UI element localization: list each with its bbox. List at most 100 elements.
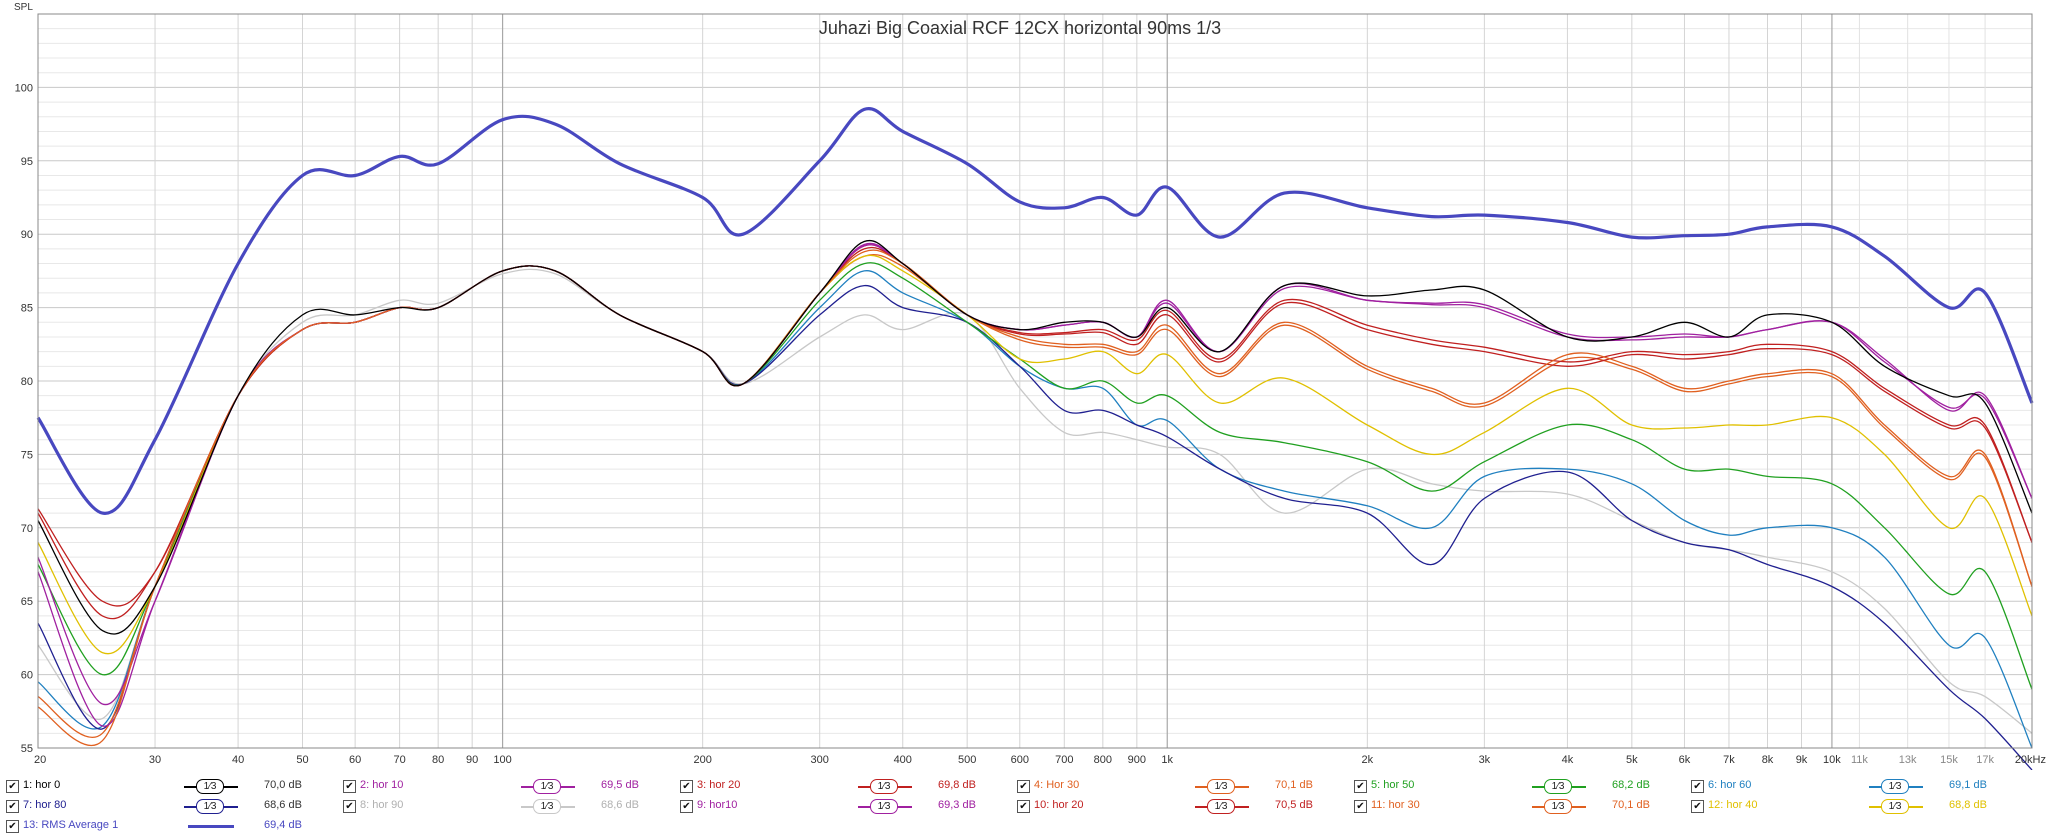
y-tick-label: 70 [21, 523, 33, 535]
legend-rms-value: 70,1 dB [1275, 779, 1313, 791]
x-tick-label: 500 [958, 754, 976, 766]
smoothing-label: 1⁄3 [1207, 779, 1235, 794]
smoothing-selector[interactable]: 1⁄3 [1869, 797, 1923, 815]
series-line-4-hor-30 [37, 249, 2033, 747]
visibility-checkbox[interactable]: ✔ [680, 800, 693, 813]
legend-entry: ✔ 1: hor 0 1⁄3 70,0 dB [0, 776, 337, 796]
y-tick-label: 55 [21, 743, 33, 755]
x-tick-label: 3k [1479, 754, 1491, 766]
legend-series-name: 9: hor10 [697, 799, 738, 811]
legend-series-name: 12: hor 40 [1708, 799, 1758, 811]
x-tick-label: 2k [1362, 754, 1374, 766]
x-tick-label: 200 [693, 754, 711, 766]
legend-row: ✔ 7: hor 80 1⁄3 68,6 dB ✔ 8: hor 90 1⁄3 68,6 dB… [0, 796, 2048, 816]
legend-series-name: 6: hor 60 [1708, 779, 1752, 791]
legend-line-swatch [188, 825, 234, 828]
legend-entry: ✔ 2: hor 10 1⁄3 69,5 dB [337, 776, 674, 796]
smoothing-label: 1⁄3 [196, 779, 224, 794]
legend-entry: ✔ 9: hor10 1⁄3 69,3 dB [674, 796, 1011, 816]
legend-entry: ✔ 10: hor 20 1⁄3 70,5 dB [1011, 796, 1348, 816]
legend-entry: ✔ 12: hor 40 1⁄3 68,8 dB [1685, 796, 2022, 816]
smoothing-label: 1⁄3 [533, 779, 561, 794]
smoothing-selector[interactable]: 1⁄3 [858, 797, 912, 815]
smoothing-label: 1⁄3 [870, 799, 898, 814]
legend-entry: ✔ 4: Hor 30 1⁄3 70,1 dB [1011, 776, 1348, 796]
visibility-checkbox[interactable]: ✔ [1691, 800, 1704, 813]
x-tick-label: 900 [1128, 754, 1146, 766]
smoothing-selector[interactable]: 1⁄3 [858, 777, 912, 795]
legend-row: ✔ 1: hor 0 1⁄3 70,0 dB ✔ 2: hor 10 1⁄3 69,5 dB ✔… [0, 776, 2048, 796]
x-tick-label: 70 [393, 754, 405, 766]
smoothing-selector[interactable]: 1⁄3 [1195, 777, 1249, 795]
visibility-checkbox[interactable]: ✔ [6, 780, 19, 793]
y-tick-label: 65 [21, 596, 33, 608]
visibility-checkbox[interactable]: ✔ [1017, 780, 1030, 793]
x-tick-label: 100 [493, 754, 511, 766]
x-tick-label: 7k [1723, 754, 1735, 766]
y-axis-label: SPL [14, 2, 33, 13]
visibility-checkbox[interactable]: ✔ [1017, 800, 1030, 813]
visibility-checkbox[interactable]: ✔ [6, 820, 19, 833]
smoothing-selector[interactable]: 1⁄3 [1195, 797, 1249, 815]
x-tick-label: 5k [1626, 754, 1638, 766]
x-tick-label: 700 [1055, 754, 1073, 766]
y-tick-label: 95 [21, 156, 33, 168]
smoothing-selector[interactable]: 1⁄3 [1532, 777, 1586, 795]
chart-title: Juhazi Big Coaxial RCF 12CX horizontal 9… [819, 18, 1221, 38]
smoothing-label: 1⁄3 [1544, 799, 1572, 814]
legend-rms-value: 69,8 dB [938, 779, 976, 791]
legend-series-name: 5: hor 50 [1371, 779, 1415, 791]
legend: ✔ 1: hor 0 1⁄3 70,0 dB ✔ 2: hor 10 1⁄3 69,5 dB ✔… [0, 776, 2048, 838]
y-tick-label: 80 [21, 376, 33, 388]
smoothing-label: 1⁄3 [196, 799, 224, 814]
legend-rms-value: 69,5 dB [601, 779, 639, 791]
series-line-13-rms-average-1 [36, 106, 2034, 515]
legend-series-name: 2: hor 10 [360, 779, 404, 791]
x-tick-label: 90 [466, 754, 478, 766]
legend-series-name: 13: RMS Average 1 [23, 819, 119, 831]
visibility-checkbox[interactable]: ✔ [6, 800, 19, 813]
plot-border [37, 13, 2033, 749]
x-tick-label: 1k [1161, 754, 1173, 766]
legend-series-name: 8: hor 90 [360, 799, 404, 811]
smoothing-label: 1⁄3 [1881, 799, 1909, 814]
visibility-checkbox[interactable]: ✔ [680, 780, 693, 793]
smoothing-selector[interactable]: 1⁄3 [521, 797, 575, 815]
smoothing-selector[interactable]: 1⁄3 [184, 797, 238, 815]
x-tick-label: 9k [1796, 754, 1808, 766]
x-tick-label: 20kHz [2015, 754, 2046, 766]
y-tick-label: 60 [21, 670, 33, 682]
smoothing-label: 1⁄3 [533, 799, 561, 814]
smoothing-selector[interactable]: 1⁄3 [1869, 777, 1923, 795]
y-tick-label: 90 [21, 229, 33, 241]
smoothing-selector[interactable]: 1⁄3 [1532, 797, 1586, 815]
axes: Juhazi Big Coaxial RCF 12CX horizontal 9… [14, 2, 2046, 766]
visibility-checkbox[interactable]: ✔ [343, 800, 356, 813]
series-line-1-hor-0 [37, 239, 2033, 635]
chart-svg: Juhazi Big Coaxial RCF 12CX horizontal 9… [14, 2, 2046, 771]
legend-rms-value: 70,5 dB [1275, 799, 1313, 811]
frequency-response-chart: Juhazi Big Coaxial RCF 12CX horizontal 9… [14, 2, 2046, 771]
legend-entry: ✔ 8: hor 90 1⁄3 68,6 dB [337, 796, 674, 816]
smoothing-selector[interactable]: 1⁄3 [184, 777, 238, 795]
x-tick-label: 80 [432, 754, 444, 766]
x-tick-label: 30 [149, 754, 161, 766]
legend-rms-value: 69,4 dB [264, 819, 302, 831]
visibility-checkbox[interactable]: ✔ [1354, 800, 1367, 813]
smoothing-selector[interactable]: 1⁄3 [521, 777, 575, 795]
x-tick-label: 13k [1899, 754, 1917, 766]
visibility-checkbox[interactable]: ✔ [343, 780, 356, 793]
legend-rms-value: 68,6 dB [601, 799, 639, 811]
x-tick-label: 600 [1011, 754, 1029, 766]
x-tick-label: 4k [1562, 754, 1574, 766]
legend-entry: ✔ 5: hor 50 1⁄3 68,2 dB [1348, 776, 1685, 796]
x-tick-label: 17k [1976, 754, 1994, 766]
x-tick-label: 10k [1823, 754, 1841, 766]
x-tick-label: 8k [1762, 754, 1774, 766]
legend-rms-value: 70,1 dB [1612, 799, 1650, 811]
legend-series-name: 3: hor 20 [697, 779, 741, 791]
x-tick-label: 15k [1940, 754, 1958, 766]
legend-rms-value: 68,2 dB [1612, 779, 1650, 791]
visibility-checkbox[interactable]: ✔ [1691, 780, 1704, 793]
visibility-checkbox[interactable]: ✔ [1354, 780, 1367, 793]
